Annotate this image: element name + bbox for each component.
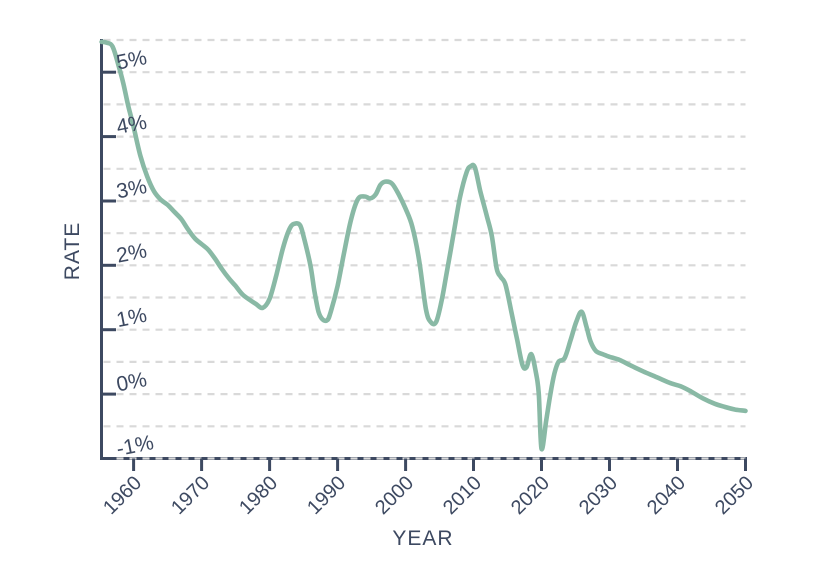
x-tick-label: 1980 — [235, 472, 282, 519]
y-axis-title: RATE — [61, 222, 84, 280]
tick-labels: 5% 4% 3% 2% 1% 0% -1% 1960 1970 1980 1990 2000 2010 2… — [99, 46, 758, 519]
y-tick-label: -1% — [115, 431, 156, 461]
x-tick-label: 2030 — [575, 472, 622, 519]
x-tick-label: 1970 — [167, 472, 214, 519]
y-tick-label: 1% — [115, 304, 149, 332]
y-tick-label: 0% — [115, 368, 149, 396]
x-tick-label: 2020 — [507, 472, 554, 519]
x-tick-label: 2040 — [643, 472, 690, 519]
axes — [100, 39, 747, 471]
x-tick-label: 1960 — [99, 472, 146, 519]
x-tick-label: 2050 — [711, 472, 758, 519]
y-tick-label: 2% — [115, 239, 149, 267]
gridlines — [103, 38, 746, 460]
x-tick-label: 2000 — [371, 472, 418, 519]
x-tick-label: 1990 — [303, 472, 350, 519]
rate-line-path — [99, 39, 748, 452]
y-tick-label: 5% — [115, 46, 149, 74]
x-axis-title: YEAR — [392, 527, 453, 550]
y-tick-label: 3% — [115, 175, 149, 203]
rate-line-series — [99, 39, 748, 452]
x-tick-label: 2010 — [439, 472, 486, 519]
y-tick-label: 4% — [115, 111, 149, 139]
